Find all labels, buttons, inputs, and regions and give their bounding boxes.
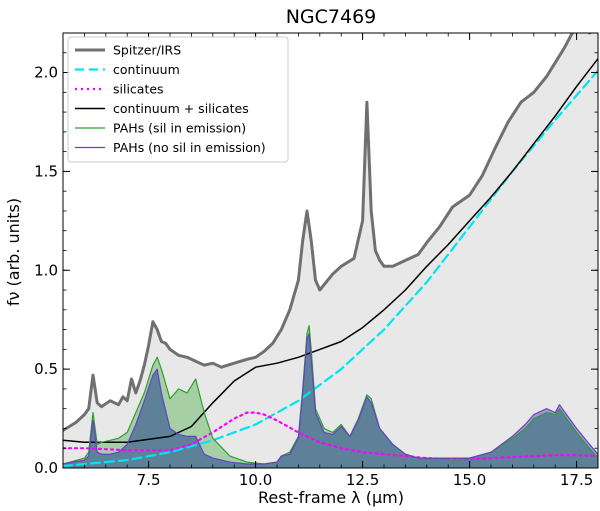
legend-label-spitzer-irs: Spitzer/IRS bbox=[113, 43, 181, 58]
x-tick-label: 12.5 bbox=[346, 471, 379, 489]
y-tick-label: 2.0 bbox=[34, 64, 58, 82]
x-axis-label: Rest-frame λ (μm) bbox=[258, 488, 404, 507]
series-line-silicates bbox=[63, 411, 598, 461]
x-tick-label: 10.0 bbox=[239, 471, 272, 489]
plot-area bbox=[63, 33, 598, 468]
series-fill-spitzer-irs bbox=[63, 33, 598, 468]
legend-box bbox=[67, 36, 289, 163]
series-line-continuum-silicates bbox=[63, 57, 598, 444]
x-tick-label: 17.5 bbox=[560, 471, 593, 489]
y-tick-label: 1.0 bbox=[34, 261, 58, 279]
series-line-pahs-sil-in-emission bbox=[63, 325, 598, 465]
x-tick-label: 7.5 bbox=[137, 471, 161, 489]
axis-ticks: 7.5 10.0 12.5 15.0 17.5 0.0 0.5 1.0 1.5 2.0 bbox=[34, 32, 599, 489]
legend-label-silicates: silicates bbox=[113, 82, 164, 97]
y-tick-label: 0.0 bbox=[34, 459, 58, 477]
legend-label-continuum: continuum bbox=[113, 62, 180, 77]
series-line-spitzer-irs bbox=[63, 33, 593, 432]
chart-title: NGC7469 bbox=[286, 6, 377, 28]
series-line-pahs-no-sil-in-emission bbox=[63, 332, 598, 465]
x-tick-label: 15.0 bbox=[453, 471, 486, 489]
y-tick-label: 1.5 bbox=[34, 162, 58, 180]
legend-label-pahs-sil-in-emission: PAHs (sil in emission) bbox=[113, 121, 246, 136]
legend-label-pahs-no-sil-in-emission: PAHs (no sil in emission) bbox=[113, 140, 266, 155]
legend: Spitzer/IRS continuum silicates continuum +… bbox=[67, 36, 289, 163]
series-fill-pahs-sil-in-emission bbox=[63, 325, 598, 468]
y-tick-label: 0.5 bbox=[34, 360, 58, 378]
y-axis-label: fν (arb. units) bbox=[4, 198, 23, 306]
legend-label-continuum-silicates: continuum + silicates bbox=[113, 101, 249, 116]
